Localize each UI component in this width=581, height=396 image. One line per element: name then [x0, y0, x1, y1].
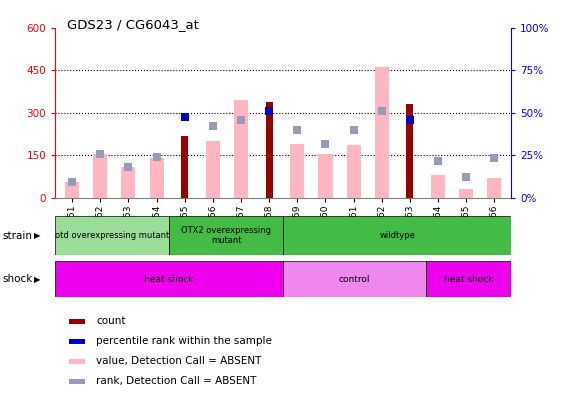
Bar: [169, 216, 284, 255]
Bar: [206, 141, 220, 198]
Text: rank, Detection Call = ABSENT: rank, Detection Call = ABSENT: [96, 377, 257, 386]
Point: [180, 114, 189, 120]
Point: [406, 117, 415, 123]
Point: [321, 141, 330, 147]
Point: [264, 108, 274, 114]
Point: [349, 127, 358, 133]
Bar: [65, 183, 79, 198]
Bar: [121, 167, 135, 198]
Point: [236, 117, 246, 123]
Point: [96, 151, 105, 157]
Bar: [69, 359, 85, 364]
Bar: [55, 261, 284, 297]
Bar: [149, 158, 164, 198]
Point: [433, 158, 443, 164]
Bar: [426, 261, 511, 297]
Bar: [459, 189, 474, 198]
Bar: [375, 67, 389, 198]
Point: [124, 164, 133, 170]
Text: value, Detection Call = ABSENT: value, Detection Call = ABSENT: [96, 356, 261, 366]
Text: OTX2 overexpressing
mutant: OTX2 overexpressing mutant: [181, 226, 271, 245]
Text: ▶: ▶: [34, 275, 40, 284]
Text: control: control: [339, 275, 370, 284]
Bar: [69, 339, 85, 344]
Bar: [234, 100, 248, 198]
Bar: [431, 175, 445, 198]
Bar: [93, 154, 107, 198]
Text: count: count: [96, 316, 125, 326]
Text: percentile rank within the sample: percentile rank within the sample: [96, 336, 272, 346]
Text: GDS23 / CG6043_at: GDS23 / CG6043_at: [67, 18, 199, 31]
Point: [293, 127, 302, 133]
Text: otd overexpressing mutant: otd overexpressing mutant: [55, 231, 169, 240]
Text: wildtype: wildtype: [379, 231, 415, 240]
Bar: [284, 216, 511, 255]
Bar: [487, 178, 501, 198]
Text: ▶: ▶: [34, 231, 40, 240]
Bar: [181, 135, 188, 198]
Point: [461, 173, 471, 180]
Text: strain: strain: [3, 230, 33, 241]
Text: heat shock: heat shock: [145, 275, 194, 284]
Point: [67, 179, 77, 186]
Bar: [69, 318, 85, 324]
Bar: [266, 101, 272, 198]
Text: heat shock: heat shock: [444, 275, 493, 284]
Point: [152, 154, 161, 160]
Bar: [347, 145, 361, 198]
Bar: [318, 154, 332, 198]
Point: [208, 122, 217, 129]
Bar: [55, 216, 169, 255]
Point: [377, 108, 386, 114]
Bar: [290, 144, 304, 198]
Point: [490, 155, 499, 162]
Text: shock: shock: [3, 274, 33, 284]
Bar: [284, 261, 426, 297]
Bar: [406, 104, 414, 198]
Bar: [69, 379, 85, 384]
